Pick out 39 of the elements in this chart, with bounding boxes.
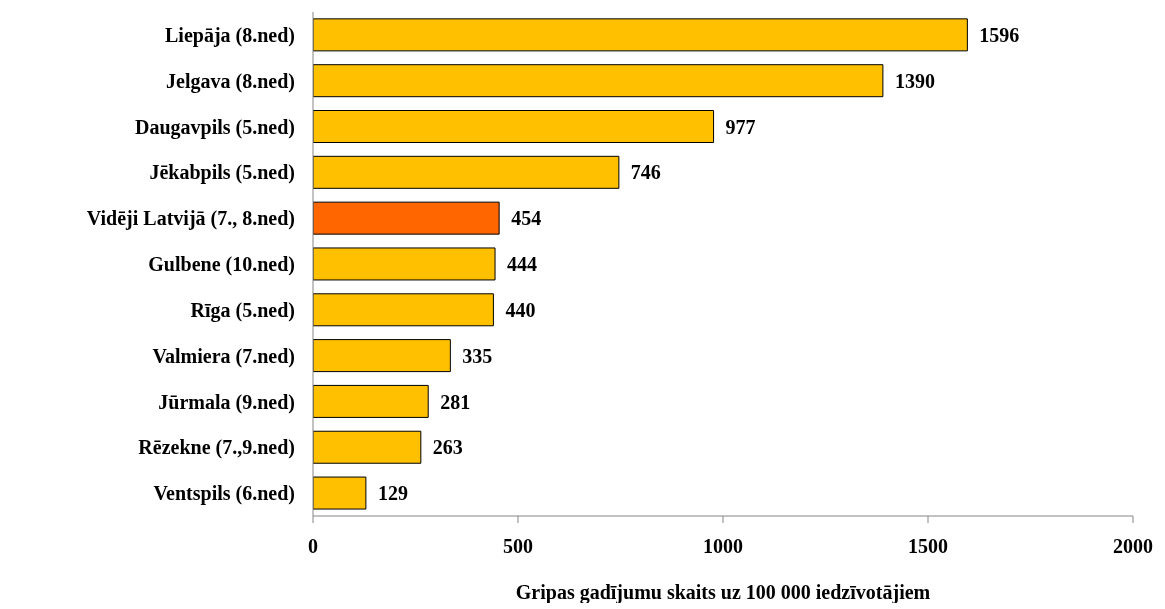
- bar: [313, 18, 968, 52]
- data-label: 1390: [894, 69, 935, 92]
- bar: [313, 430, 422, 464]
- y-tick-label: Rīga (5.ned): [190, 298, 295, 322]
- data-label: 440: [505, 298, 536, 321]
- y-tick-label: Jelgava (8.ned): [166, 69, 295, 93]
- y-tick-label: Gulbene (10.ned): [148, 253, 295, 277]
- y-tick-label: Rēzekne (7.,9.ned): [138, 436, 295, 460]
- data-label: 1596: [979, 23, 1020, 46]
- y-tick-label: Jūrmala (9.ned): [158, 390, 295, 414]
- data-label: 281: [440, 390, 471, 413]
- x-tick-label: 1500: [908, 535, 948, 558]
- data-label: 263: [432, 436, 463, 459]
- data-label: 335: [462, 344, 493, 367]
- data-label: 444: [507, 253, 538, 276]
- x-tick-label: 500: [503, 535, 533, 558]
- y-tick-label: Daugavpils (5.ned): [134, 115, 295, 139]
- bar: [313, 155, 620, 189]
- y-tick-label: Jēkabpils (5.ned): [149, 161, 295, 185]
- data-label: 454: [511, 207, 542, 230]
- bar: [313, 293, 494, 327]
- bar: [313, 339, 451, 373]
- y-tick-label: Valmiera (7.ned): [152, 344, 295, 368]
- x-tick-label: 2000: [1113, 535, 1153, 558]
- bar: [313, 64, 884, 98]
- x-tick-label: 1000: [703, 535, 743, 558]
- bar: [313, 384, 429, 418]
- x-tick-label: 0: [308, 535, 318, 558]
- y-tick-label: Ventspils (6.ned): [153, 482, 295, 506]
- bar: [313, 247, 496, 281]
- y-tick-label: Liepāja (8.ned): [165, 24, 295, 48]
- data-label: 746: [630, 161, 661, 184]
- bar: [313, 110, 715, 144]
- bar: [313, 476, 367, 510]
- data-label: 129: [377, 482, 408, 505]
- bar: [313, 201, 500, 235]
- x-axis-title: Gripas gadījumu skaits uz 100 000 iedzīvotājiem: [515, 581, 931, 604]
- data-label: 977: [725, 115, 756, 138]
- y-tick-label: Vidēji Latvijā (7., 8.ned): [86, 207, 295, 231]
